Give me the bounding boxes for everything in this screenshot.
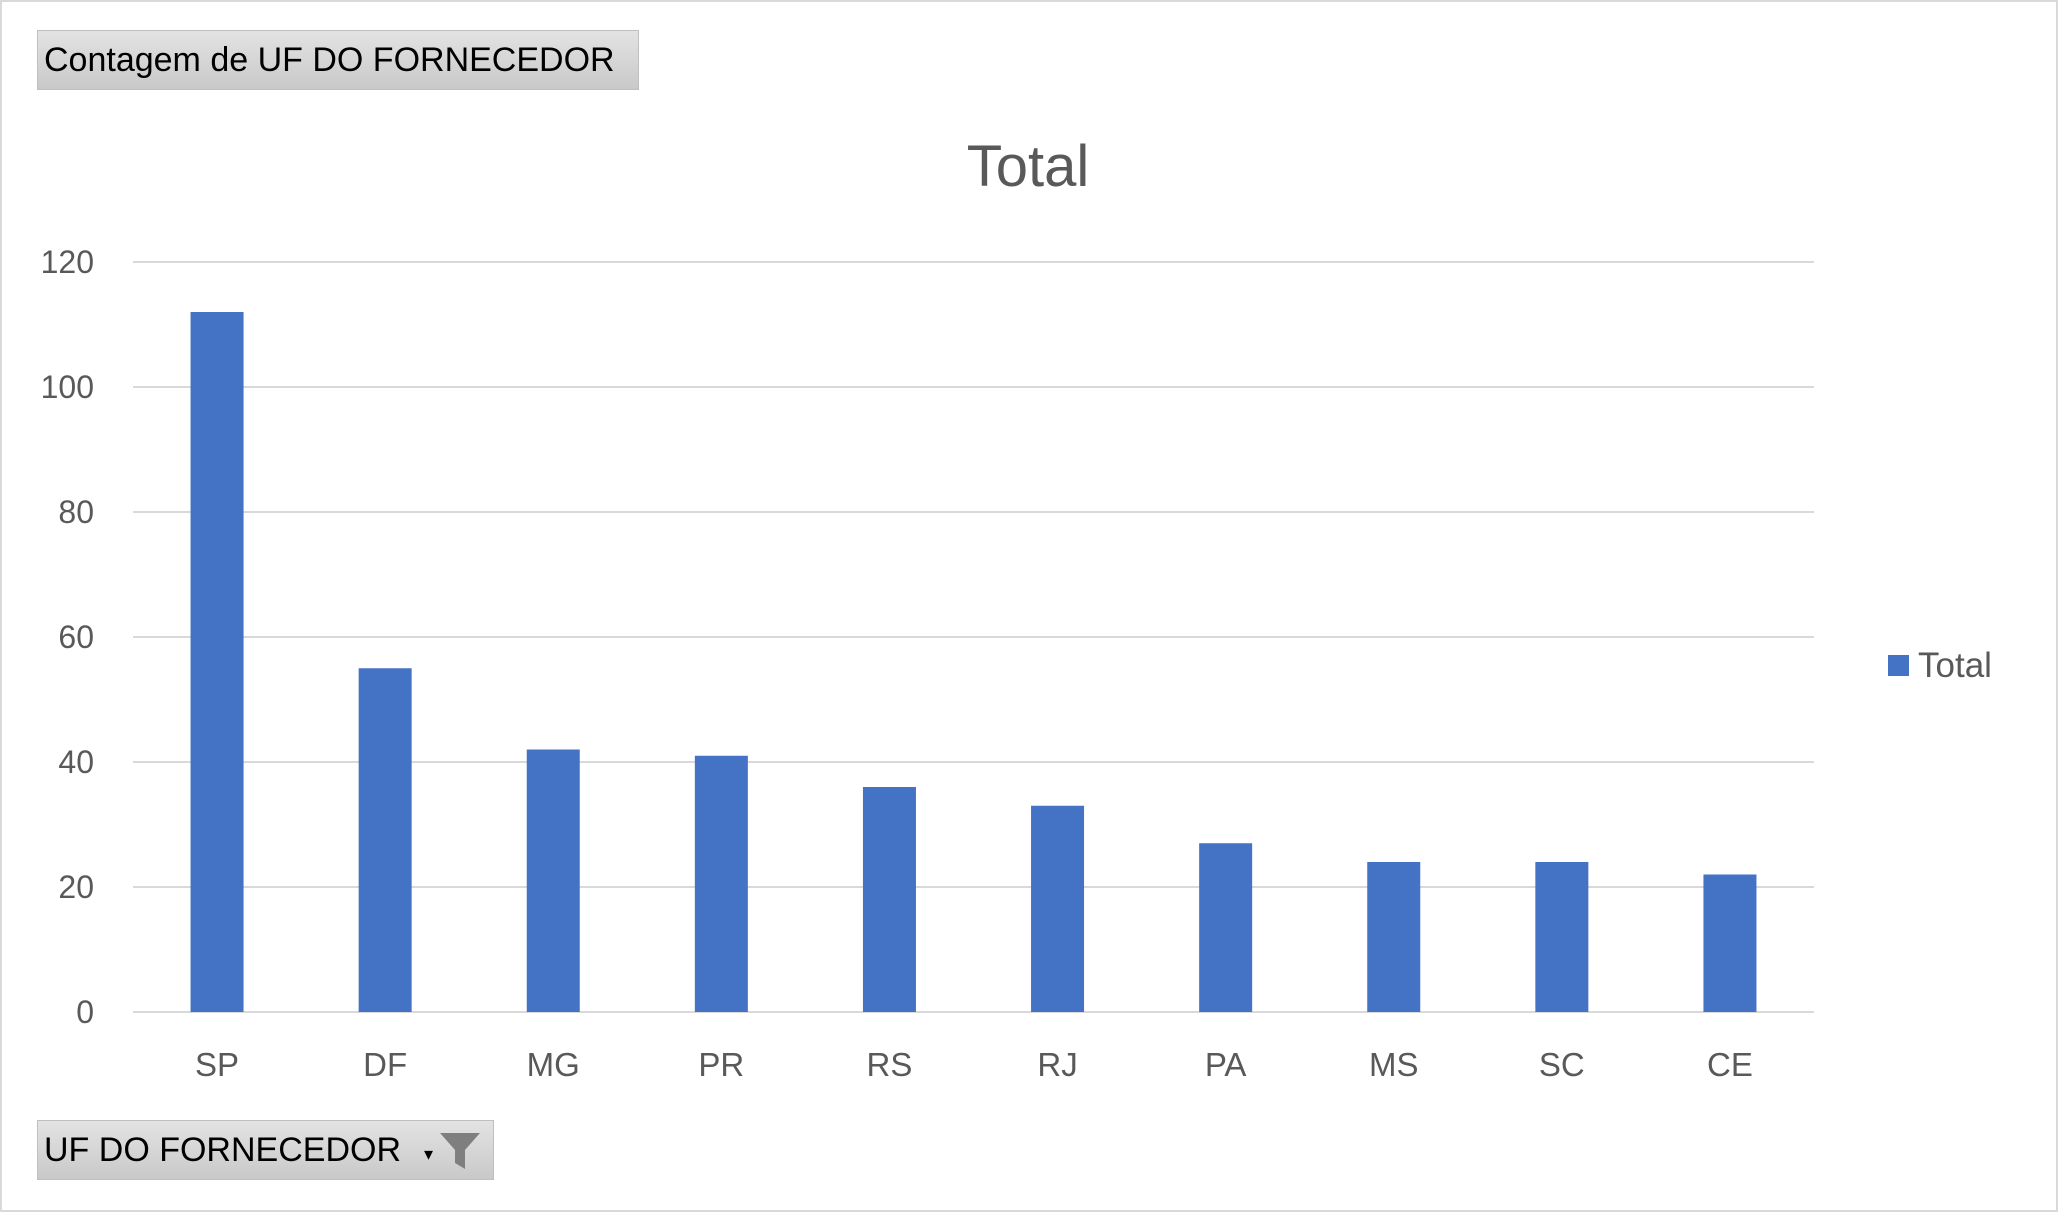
x-tick-label: MS	[1369, 1046, 1419, 1083]
bar-rj[interactable]	[1031, 805, 1085, 1012]
gridlines	[133, 261, 1814, 1013]
chart-title: Total	[967, 134, 1090, 199]
x-tick-label: SP	[195, 1046, 239, 1083]
x-tick-label: MG	[527, 1046, 580, 1083]
bar-pa[interactable]	[1199, 843, 1253, 1012]
filter-icon[interactable]	[438, 1130, 482, 1172]
bar-sc[interactable]	[1535, 862, 1589, 1012]
bar-df[interactable]	[358, 668, 412, 1012]
value-field-button[interactable]: Contagem de UF DO FORNECEDOR	[37, 30, 639, 90]
y-tick-label: 60	[58, 619, 94, 655]
bar-mg[interactable]	[526, 749, 580, 1013]
x-axis-ticks: SP DF MG PR RS RJ PA MS SC CE	[195, 1046, 1753, 1083]
dropdown-caret-icon[interactable]: ▾	[424, 1144, 434, 1164]
y-tick-label: 80	[58, 494, 94, 530]
y-tick-label: 100	[41, 369, 94, 405]
bars	[190, 312, 1757, 1013]
x-tick-label: RJ	[1037, 1046, 1077, 1083]
bar-sp[interactable]	[190, 312, 244, 1012]
legend-label-total: Total	[1918, 646, 1992, 685]
x-tick-label: RS	[867, 1046, 913, 1083]
value-field-label: Contagem de UF DO FORNECEDOR	[44, 41, 615, 79]
bar-ms[interactable]	[1367, 862, 1421, 1012]
bar-pr[interactable]	[694, 755, 748, 1012]
legend-swatch-total	[1888, 655, 1909, 676]
x-tick-label: PR	[698, 1046, 744, 1083]
x-tick-label: PA	[1205, 1046, 1247, 1083]
legend: Total	[1888, 646, 1992, 685]
x-tick-label: CE	[1707, 1046, 1753, 1083]
y-tick-label: 20	[58, 869, 94, 905]
bar-ce[interactable]	[1703, 874, 1757, 1013]
x-tick-label: SC	[1539, 1046, 1585, 1083]
y-axis-ticks: 0 20 40 60 80 100 120	[41, 244, 94, 1030]
bar-rs[interactable]	[862, 787, 916, 1012]
y-tick-label: 0	[76, 994, 94, 1030]
y-tick-label: 120	[41, 244, 94, 280]
axis-field-label: UF DO FORNECEDOR	[44, 1131, 401, 1169]
axis-field-button[interactable]: UF DO FORNECEDOR ▾	[37, 1120, 494, 1180]
x-tick-label: DF	[363, 1046, 407, 1083]
y-tick-label: 40	[58, 744, 94, 780]
